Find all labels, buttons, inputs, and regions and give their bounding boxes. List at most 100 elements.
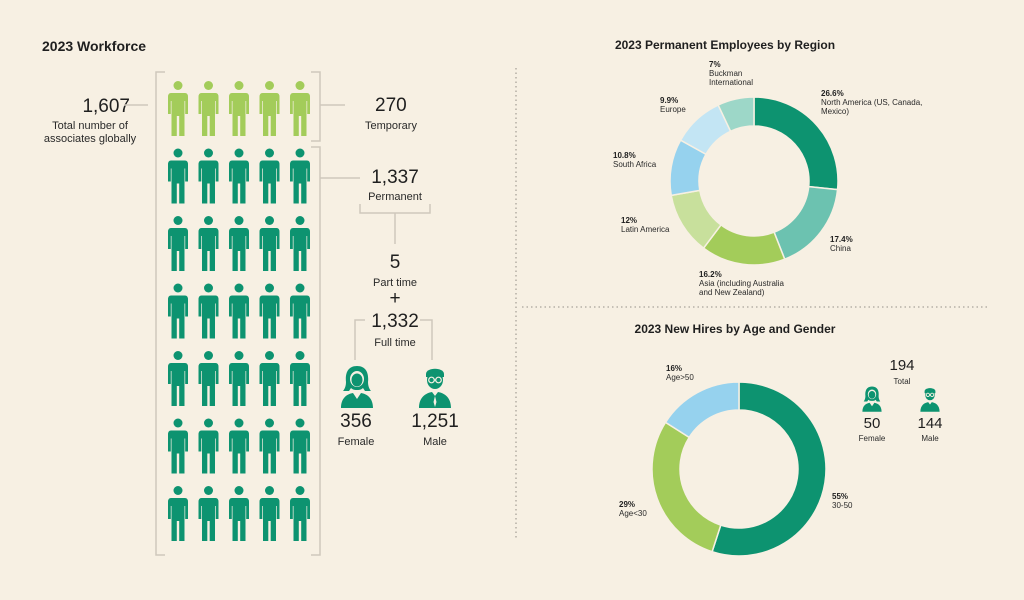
female-label: Female [337, 436, 375, 448]
part-time-label: Part time [372, 277, 417, 289]
hires-name-over-50: Age>50 [666, 373, 694, 382]
permanent-value: 1,337 [371, 167, 419, 188]
region-name-buckman: Buckman International [709, 69, 754, 87]
male-value: 1,251 [411, 411, 459, 432]
new-hires-female-label: Female [858, 434, 886, 443]
region-label-china: 17.4% China [830, 235, 890, 253]
hires-pct-30-50: 55% [832, 492, 849, 501]
new-hires-donut-chart [651, 381, 827, 557]
region-name-europe: Europe [660, 105, 686, 114]
region-name-south-africa: South Africa [613, 160, 657, 169]
total-label: Total number of associates globally [43, 120, 137, 145]
permanent-person-icon [198, 351, 219, 406]
permanent-person-icon [229, 216, 249, 271]
region-name-north-america: North America (US, Canada, Mexico) [821, 98, 923, 116]
permanent-person-icon [259, 351, 280, 406]
permanent-person-icon [229, 418, 249, 474]
part-time-value: 5 [389, 252, 401, 273]
full-time-label: Full time [374, 337, 416, 349]
region-pct-china: 17.4% [830, 235, 853, 244]
female-value: 356 [340, 411, 372, 432]
full-time-value: 1,332 [371, 311, 419, 332]
permanent-label: Permanent [368, 191, 422, 203]
region-label-latin-america: 12% Latin America [621, 216, 701, 234]
region-pct-asia: 16.2% [699, 270, 722, 279]
temporary-bracket [311, 71, 321, 142]
region-slice-6 [717, 96, 755, 133]
permanent-person-icon [198, 418, 219, 474]
region-pct-europe: 9.9% [660, 96, 679, 105]
permanent-person-icon [229, 283, 249, 339]
region-pct-north-america: 26.6% [821, 89, 844, 98]
region-label-south-africa: 10.8% South Africa [613, 151, 693, 169]
permanent-person-icon [259, 418, 280, 474]
plus-sign: + [389, 288, 401, 309]
region-label-asia: 16.2% Asia (including Australia and New … [699, 270, 799, 297]
left-bracket [155, 71, 165, 556]
permanent-person-icon [168, 216, 188, 271]
permanent-person-icon [168, 418, 188, 474]
permanent-person-icon [229, 486, 249, 541]
female-connector [354, 319, 365, 360]
hires-slice-2 [664, 381, 740, 439]
permanent-person-icon [198, 486, 219, 541]
region-donut-chart [669, 96, 839, 266]
permanent-bracket [311, 146, 321, 556]
workforce-title: 2023 Workforce [42, 38, 147, 54]
new-hires-male-value: 144 [917, 415, 943, 432]
region-label-europe: 9.9% Europe [660, 96, 720, 114]
permanent-person-icon [168, 283, 188, 339]
people-icon-grid [168, 81, 310, 541]
male-icon [419, 368, 451, 408]
temporary-value: 270 [375, 95, 407, 116]
new-hires-female-icon [862, 386, 882, 412]
hires-label-30-50: 55% 30-50 [832, 492, 892, 510]
permanent-person-icon [259, 486, 280, 541]
permanent-person-icon [290, 486, 310, 541]
new-hires-female-value: 50 [863, 415, 881, 432]
hires-pct-over-50: 16% [666, 364, 683, 373]
region-name-asia: Asia (including Australia and New Zealan… [699, 279, 784, 297]
permanent-person-icon [259, 283, 280, 339]
hires-name-30-50: 30-50 [832, 501, 853, 510]
hires-pct-under-30: 29% [619, 500, 636, 509]
new-hires-total-value: 194 [889, 357, 915, 374]
region-name-latin-america: Latin America [621, 225, 670, 234]
region-label-buckman: 7% Buckman International [709, 60, 769, 87]
hires-slice-1 [651, 421, 722, 553]
permanent-person-icon [198, 216, 219, 271]
temporary-person-icon [290, 81, 310, 136]
permanent-person-icon [168, 486, 188, 541]
region-name-china: China [830, 244, 851, 253]
permanent-person-icon [290, 148, 310, 204]
male-label: Male [423, 436, 447, 448]
new-hires-male-icon [920, 388, 940, 412]
permanent-person-icon [290, 216, 310, 271]
new-hires-total-label: Total [893, 377, 911, 386]
temporary-label: Temporary [365, 120, 417, 132]
hires-label-under-30: 29% Age<30 [619, 500, 679, 518]
hires-label-over-50: 16% Age>50 [666, 364, 726, 382]
permanent-person-icon [290, 418, 310, 474]
temporary-person-icon [168, 81, 188, 136]
permanent-person-icon [259, 216, 280, 271]
permanent-person-icon [290, 283, 310, 339]
permanent-person-icon [259, 148, 280, 204]
region-pct-latin-america: 12% [621, 216, 638, 225]
new-hires-chart-title: 2023 New Hires by Age and Gender [634, 322, 836, 336]
temporary-person-icon [259, 81, 280, 136]
new-hires-male-label: Male [921, 434, 939, 443]
permanent-person-icon [168, 148, 188, 204]
region-chart-title: 2023 Permanent Employees by Region [614, 38, 836, 52]
permanent-person-icon [229, 351, 249, 406]
hires-slice-0 [711, 381, 827, 557]
region-slice-1 [773, 185, 839, 261]
permanent-person-icon [198, 283, 219, 339]
region-pct-south-africa: 10.8% [613, 151, 636, 160]
total-value: 1,607 [82, 96, 130, 117]
region-pct-buckman: 7% [709, 60, 721, 69]
permanent-person-icon [290, 351, 310, 406]
permanent-person-icon [229, 148, 249, 204]
temporary-person-icon [229, 81, 249, 136]
